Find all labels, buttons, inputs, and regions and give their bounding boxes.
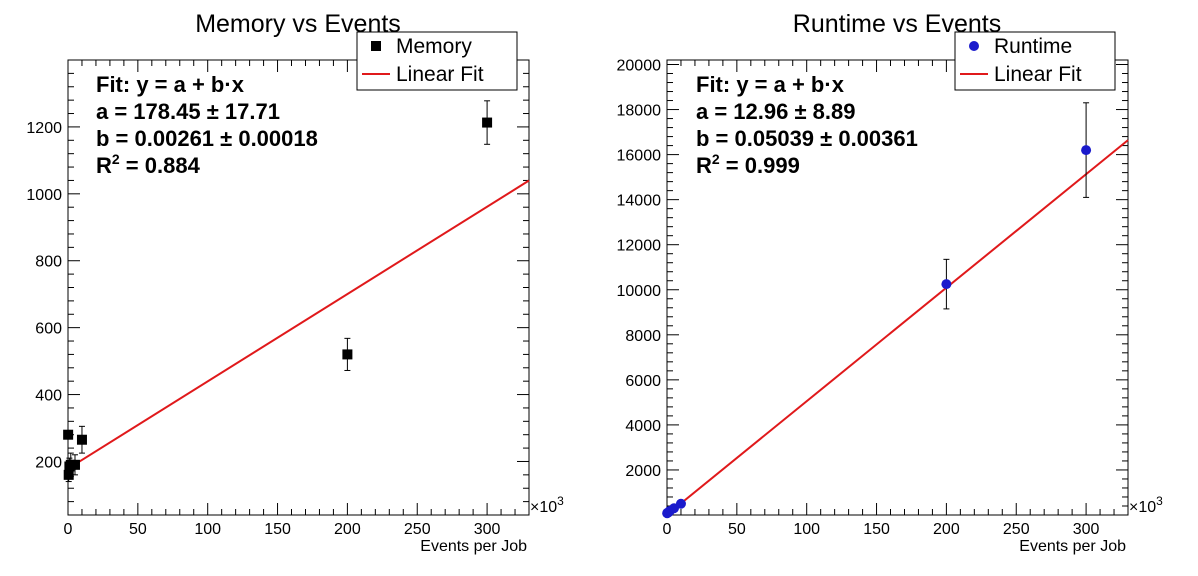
x-tick-label: 300 — [1073, 521, 1100, 538]
x-axis-label: Events per Job — [420, 538, 527, 555]
fit-annotation: R2 = 0.884 — [96, 151, 201, 178]
fit-annotation: R2 = 0.999 — [696, 151, 800, 178]
linear-fit-line — [67, 179, 530, 470]
memory-chart: Memory vs Events Events per Job 0 50 100 15… — [26, 10, 564, 555]
data-point — [941, 279, 952, 290]
plot-frame — [666, 59, 1129, 516]
data-point — [675, 498, 686, 509]
fit-annotation: Fit: y = a + b·x — [96, 72, 245, 97]
legend-box — [356, 31, 518, 91]
data-point — [482, 117, 493, 128]
y-tick-label: 4000 — [625, 418, 661, 435]
y-tick-label: 16000 — [617, 148, 662, 165]
runtime-chart: Runtime vs Events Events per Job 0 50 100 1… — [617, 10, 1164, 555]
x-multiplier-label: ×103 — [1129, 494, 1163, 516]
fit-annotation: b = 0.00261 ± 0.00018 — [96, 126, 318, 151]
y-tick-label: 12000 — [617, 238, 662, 255]
x-tick-label: 0 — [663, 521, 672, 538]
legend-label: Linear Fit — [396, 63, 484, 86]
data-point — [63, 429, 74, 440]
legend-marker — [969, 41, 979, 51]
data-point — [1081, 145, 1092, 156]
x-tick-label: 50 — [129, 521, 147, 538]
data-point — [69, 459, 80, 470]
y-tick-label: 200 — [35, 454, 62, 471]
x-tick-label: 100 — [194, 521, 221, 538]
y-tick-label: 600 — [35, 321, 62, 338]
legend-label: Memory — [396, 35, 472, 58]
x-tick-label: 50 — [728, 521, 746, 538]
legend-box — [954, 31, 1116, 91]
x-tick-label: 150 — [863, 521, 890, 538]
data-point — [76, 434, 87, 445]
y-tick-label: 14000 — [617, 193, 662, 210]
y-tick-label: 20000 — [617, 58, 662, 75]
fit-annotation: a = 178.45 ± 17.71 — [96, 99, 280, 124]
y-tick-label: 400 — [35, 388, 62, 405]
legend-marker — [371, 41, 381, 51]
y-tick-label: 1200 — [26, 120, 62, 137]
x-tick-label: 0 — [64, 521, 73, 538]
y-tick-label: 2000 — [625, 463, 661, 480]
y-tick-label: 10000 — [617, 283, 662, 300]
y-tick-label: 8000 — [625, 328, 661, 345]
x-tick-label: 250 — [1003, 521, 1030, 538]
legend-label: Linear Fit — [994, 63, 1082, 86]
fit-annotation: a = 12.96 ± 8.89 — [696, 99, 855, 124]
y-tick-label: 18000 — [617, 103, 662, 120]
fit-annotation: Fit: y = a + b·x — [696, 72, 845, 97]
fit-annotation: b = 0.05039 ± 0.00361 — [696, 126, 918, 151]
x-tick-label: 300 — [474, 521, 501, 538]
x-tick-label: 250 — [404, 521, 431, 538]
x-axis-label: Events per Job — [1019, 538, 1126, 555]
legend-label: Runtime — [994, 35, 1072, 58]
x-multiplier-label: ×103 — [530, 494, 564, 516]
x-tick-label: 200 — [933, 521, 960, 538]
y-tick-label: 800 — [35, 254, 62, 271]
x-tick-label: 100 — [793, 521, 820, 538]
linear-fit-line — [666, 139, 1129, 516]
y-tick-label: 1000 — [26, 187, 62, 204]
y-tick-label: 6000 — [625, 373, 661, 390]
x-tick-label: 200 — [334, 521, 361, 538]
x-tick-label: 150 — [264, 521, 291, 538]
data-point — [342, 349, 353, 360]
